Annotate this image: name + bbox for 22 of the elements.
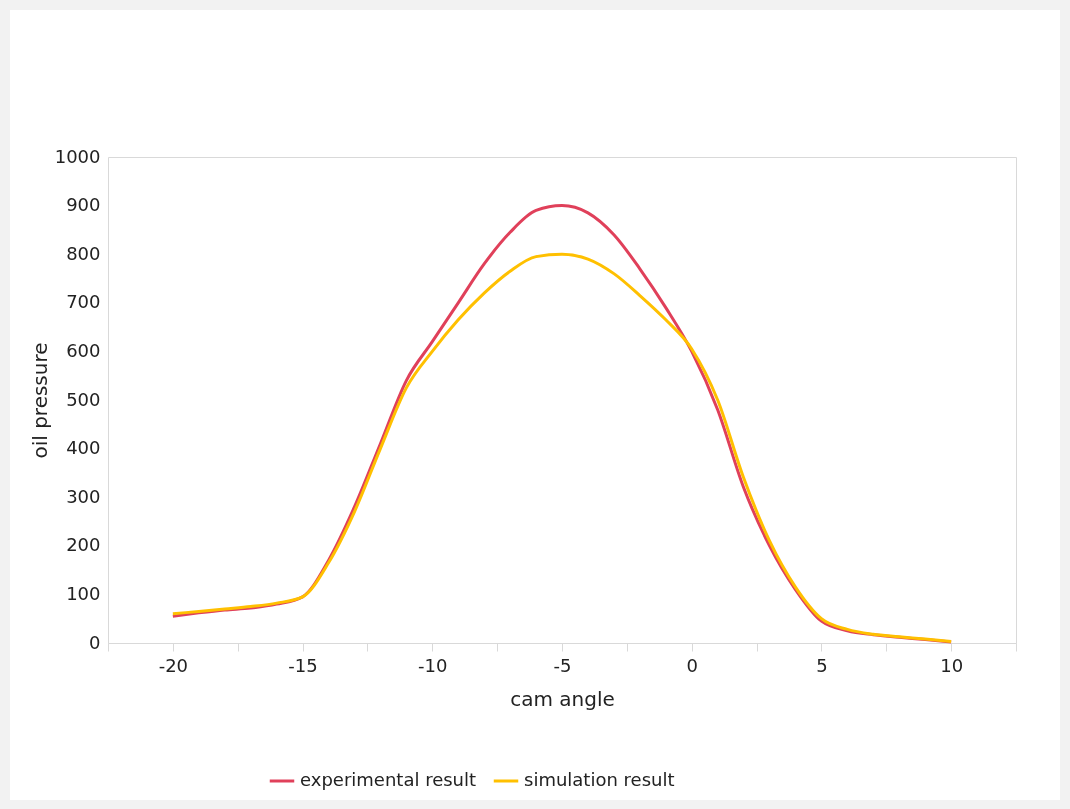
y-tick-label: 800 (66, 242, 101, 264)
x-tick-label: -10 (418, 654, 448, 676)
x-tick-label: -20 (158, 654, 189, 676)
legend-label: simulation result (524, 769, 675, 790)
legend-label: experimental result (300, 769, 477, 790)
x-tick-label: 0 (686, 654, 698, 676)
y-tick-label: 600 (66, 339, 101, 361)
y-tick-label: 300 (66, 485, 101, 507)
y-axis-title: oil pressure (27, 342, 52, 459)
x-tick-label: 10 (940, 654, 964, 676)
y-tick-label: 200 (66, 534, 101, 556)
y-tick-label: 100 (66, 582, 101, 604)
y-tick-label: 0 (89, 631, 101, 653)
x-tick-label: -5 (553, 654, 572, 676)
x-axis-title: cam angle (510, 686, 615, 711)
x-tick-label: 5 (816, 654, 828, 676)
x-tick-label: -15 (288, 654, 318, 676)
y-tick-label: 500 (66, 388, 101, 410)
y-tick-label: 1000 (54, 145, 101, 167)
y-tick-label: 400 (66, 437, 101, 459)
y-tick-label: 700 (66, 291, 101, 313)
y-tick-label: 900 (66, 194, 101, 216)
